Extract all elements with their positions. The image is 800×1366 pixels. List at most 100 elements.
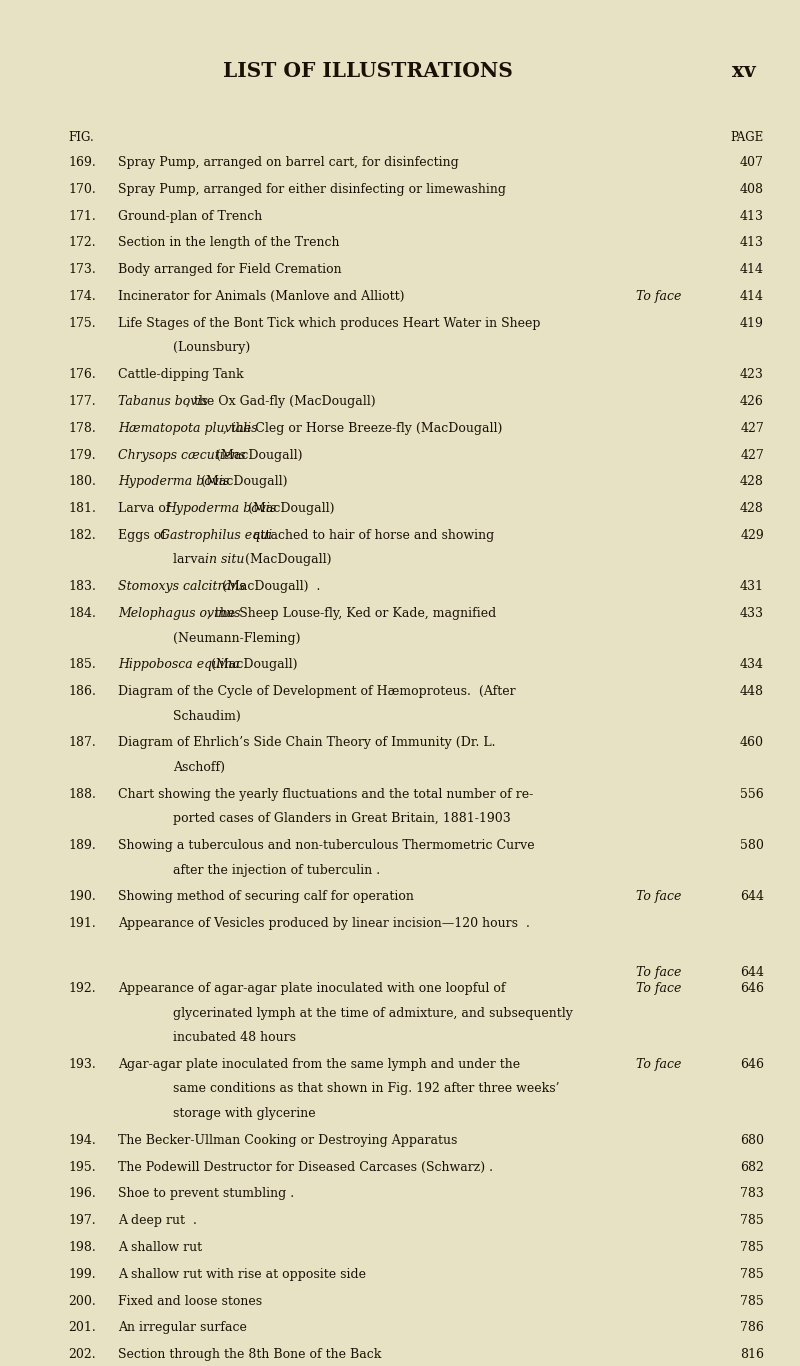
Text: Hypoderma bovis: Hypoderma bovis: [166, 503, 277, 515]
Text: 177.: 177.: [68, 395, 96, 408]
Text: storage with glycerine: storage with glycerine: [174, 1106, 316, 1120]
Text: 428: 428: [740, 503, 764, 515]
Text: Shoe to prevent stumbling .: Shoe to prevent stumbling .: [118, 1187, 294, 1201]
Text: (MacDougall): (MacDougall): [212, 448, 303, 462]
Text: 407: 407: [740, 156, 764, 169]
Text: 434: 434: [740, 658, 764, 671]
Text: larva: larva: [174, 553, 210, 567]
Text: 428: 428: [740, 475, 764, 488]
Text: 682: 682: [740, 1161, 764, 1173]
Text: 413: 413: [740, 209, 764, 223]
Text: 408: 408: [740, 183, 764, 195]
Text: 785: 785: [740, 1240, 764, 1254]
Text: 427: 427: [740, 448, 764, 462]
Text: Diagram of Ehrlich’s Side Chain Theory of Immunity (Dr. L.: Diagram of Ehrlich’s Side Chain Theory o…: [118, 736, 496, 750]
Text: 191.: 191.: [68, 917, 96, 930]
Text: Aschoff): Aschoff): [174, 761, 226, 775]
Text: 171.: 171.: [68, 209, 96, 223]
Text: 196.: 196.: [68, 1187, 96, 1201]
Text: Chart showing the yearly fluctuations and the total number of re-: Chart showing the yearly fluctuations an…: [118, 788, 534, 800]
Text: ported cases of Glanders in Great Britain, 1881-1903: ported cases of Glanders in Great Britai…: [174, 813, 511, 825]
Text: 448: 448: [740, 686, 764, 698]
Text: Eggs of: Eggs of: [118, 529, 170, 542]
Text: 785: 785: [740, 1268, 764, 1281]
Text: 680: 680: [740, 1134, 764, 1147]
Text: A shallow rut: A shallow rut: [118, 1240, 202, 1254]
Text: Larva of: Larva of: [118, 503, 175, 515]
Text: The Becker-Ullman Cooking or Destroying Apparatus: The Becker-Ullman Cooking or Destroying …: [118, 1134, 458, 1147]
Text: Appearance of Vesicles produced by linear incision—120 hours  .: Appearance of Vesicles produced by linea…: [118, 917, 530, 930]
Text: xv: xv: [732, 61, 756, 81]
Text: 188.: 188.: [68, 788, 96, 800]
Text: Agar-agar plate inoculated from the same lymph and under the: Agar-agar plate inoculated from the same…: [118, 1059, 521, 1071]
Text: after the injection of tuberculin .: after the injection of tuberculin .: [174, 863, 381, 877]
Text: same conditions as that shown in Fig. 192 after three weeks’: same conditions as that shown in Fig. 19…: [174, 1082, 560, 1096]
Text: The Podewill Destructor for Diseased Carcases (Schwarz) .: The Podewill Destructor for Diseased Car…: [118, 1161, 494, 1173]
Text: Section in the length of the Trench: Section in the length of the Trench: [118, 236, 340, 250]
Text: 193.: 193.: [68, 1059, 96, 1071]
Text: 178.: 178.: [68, 422, 96, 434]
Text: 414: 414: [740, 290, 764, 303]
Text: Stomoxys calcitrans: Stomoxys calcitrans: [118, 581, 246, 593]
Text: Showing method of securing calf for operation: Showing method of securing calf for oper…: [118, 891, 414, 903]
Text: Fixed and loose stones: Fixed and loose stones: [118, 1295, 262, 1307]
Text: 200.: 200.: [68, 1295, 96, 1307]
Text: (MacDougall): (MacDougall): [207, 658, 298, 671]
Text: Chrysops cæcutiens: Chrysops cæcutiens: [118, 448, 246, 462]
Text: 460: 460: [740, 736, 764, 750]
Text: 170.: 170.: [68, 183, 96, 195]
Text: Hippobosca equina: Hippobosca equina: [118, 658, 240, 671]
Text: 195.: 195.: [68, 1161, 96, 1173]
Text: Incinerator for Animals (Manlove and Alliott): Incinerator for Animals (Manlove and All…: [118, 290, 405, 303]
Text: 783: 783: [740, 1187, 764, 1201]
Text: Schaudim): Schaudim): [174, 709, 241, 723]
Text: Ground-plan of Trench: Ground-plan of Trench: [118, 209, 262, 223]
Text: , the Cleg or Horse Breeze-fly (MacDougall): , the Cleg or Horse Breeze-fly (MacDouga…: [222, 422, 502, 434]
Text: 198.: 198.: [68, 1240, 96, 1254]
Text: 556: 556: [740, 788, 764, 800]
Text: 194.: 194.: [68, 1134, 96, 1147]
Text: 180.: 180.: [68, 475, 96, 488]
Text: To face: To face: [636, 290, 682, 303]
Text: Hæmatopota pluvialis: Hæmatopota pluvialis: [118, 422, 258, 434]
Text: (MacDougall): (MacDougall): [242, 553, 332, 567]
Text: 414: 414: [740, 264, 764, 276]
Text: Spray Pump, arranged for either disinfecting or limewashing: Spray Pump, arranged for either disinfec…: [118, 183, 506, 195]
Text: 179.: 179.: [68, 448, 96, 462]
Text: 786: 786: [740, 1321, 764, 1335]
Text: Cattle-dipping Tank: Cattle-dipping Tank: [118, 367, 244, 381]
Text: 433: 433: [740, 607, 764, 620]
Text: 201.: 201.: [68, 1321, 96, 1335]
Text: Tabanus bovis: Tabanus bovis: [118, 395, 208, 408]
Text: A deep rut  .: A deep rut .: [118, 1214, 198, 1227]
Text: Showing a tuberculous and non-tuberculous Thermometric Curve: Showing a tuberculous and non-tuberculou…: [118, 839, 535, 852]
Text: 646: 646: [740, 982, 764, 996]
Text: , the Sheep Louse-fly, Ked or Kade, magnified: , the Sheep Louse-fly, Ked or Kade, magn…: [207, 607, 496, 620]
Text: attached to hair of horse and showing: attached to hair of horse and showing: [249, 529, 494, 542]
Text: To face: To face: [636, 891, 682, 903]
Text: Diagram of the Cycle of Development of Hæmoproteus.  (After: Diagram of the Cycle of Development of H…: [118, 686, 516, 698]
Text: LIST OF ILLUSTRATIONS: LIST OF ILLUSTRATIONS: [223, 61, 513, 81]
Text: 169.: 169.: [68, 156, 96, 169]
Text: (Neumann-Fleming): (Neumann-Fleming): [174, 631, 301, 645]
Text: (MacDougall): (MacDougall): [244, 503, 334, 515]
Text: 199.: 199.: [68, 1268, 96, 1281]
Text: 186.: 186.: [68, 686, 96, 698]
Text: 183.: 183.: [68, 581, 96, 593]
Text: 173.: 173.: [68, 264, 96, 276]
Text: 423: 423: [740, 367, 764, 381]
Text: To face: To face: [636, 966, 682, 979]
Text: PAGE: PAGE: [730, 131, 764, 143]
Text: 197.: 197.: [68, 1214, 96, 1227]
Text: in situ: in situ: [205, 553, 244, 567]
Text: 429: 429: [740, 529, 764, 542]
Text: 192.: 192.: [68, 982, 96, 996]
Text: 172.: 172.: [68, 236, 96, 250]
Text: 176.: 176.: [68, 367, 96, 381]
Text: 184.: 184.: [68, 607, 96, 620]
Text: 785: 785: [740, 1214, 764, 1227]
Text: 413: 413: [740, 236, 764, 250]
Text: , the Ox Gad-fly (MacDougall): , the Ox Gad-fly (MacDougall): [186, 395, 376, 408]
Text: Spray Pump, arranged on barrel cart, for disinfecting: Spray Pump, arranged on barrel cart, for…: [118, 156, 459, 169]
Text: 185.: 185.: [68, 658, 96, 671]
